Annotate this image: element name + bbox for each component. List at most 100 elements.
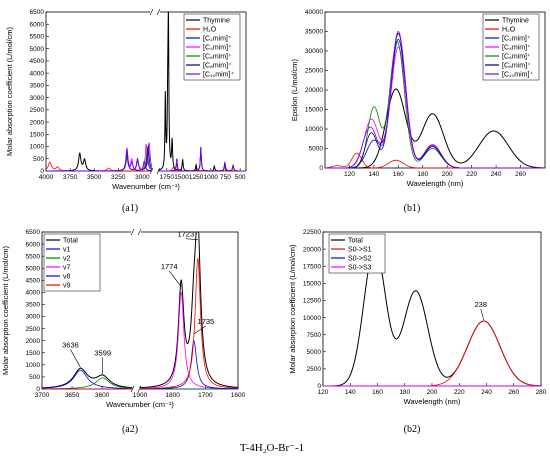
x-axis-label: Wavenumber (cm⁻¹) xyxy=(112,182,180,191)
legend-label: [C₁₀mim]⁺ xyxy=(502,72,533,79)
y-tick-label: 3000 xyxy=(26,314,41,321)
annotation-label: 1774 xyxy=(161,262,178,271)
panel-label-a2: (a2) xyxy=(122,424,138,435)
legend-label: H₂O xyxy=(502,27,516,34)
annotation-label: 1723 xyxy=(177,230,194,239)
x-tick-label: 200 xyxy=(427,389,438,396)
y-tick-label: 5500 xyxy=(30,34,45,41)
annotation-label: 238 xyxy=(475,300,488,309)
legend-label: Total xyxy=(63,238,78,245)
y-tick-label: 15000 xyxy=(303,281,321,288)
x-tick-label: 220 xyxy=(454,389,465,396)
annotation-arrow xyxy=(193,325,207,335)
legend-label: S0->S2 xyxy=(348,256,372,263)
y-tick-label: 5500 xyxy=(26,253,41,260)
x-tick-label: 1000 xyxy=(204,174,219,181)
x-tick-label: 3250 xyxy=(111,174,126,181)
x-tick-label: 3650 xyxy=(65,392,80,399)
y-tick-label: 10000 xyxy=(303,315,321,322)
y-tick-label: 0 xyxy=(40,168,44,175)
legend-label: Thymine xyxy=(502,18,529,25)
legend-label: [C₈mim]⁺ xyxy=(502,63,531,70)
chart-panel-a2: 0 500 1000 1500 2000 2500 3000 3500 4000 4500 5000… xyxy=(1,228,246,409)
legend-label: [C₆mim]⁺ xyxy=(502,54,531,61)
x-tick-label: 200 xyxy=(442,171,453,178)
legend-label: [C₂mim]⁺ xyxy=(502,36,531,43)
y-tick-label: 6500 xyxy=(30,9,45,16)
legend-label: [C₁₀mim]⁺ xyxy=(203,72,234,79)
x-axis-label: Wavenumber (cm⁻¹) xyxy=(106,400,174,409)
axis-break-mark xyxy=(130,228,135,236)
axis-break-gap-bottom xyxy=(131,386,142,392)
chart-panel-b1: 0 5000 10000 15000 20000 25000 30000 35000 40000… xyxy=(290,9,546,188)
axis-break-mark xyxy=(130,385,135,393)
annotation-arrow xyxy=(168,270,182,287)
y-tick-label: 2500 xyxy=(30,107,45,114)
x-tick-label: 140 xyxy=(345,389,356,396)
x-tick-label: 240 xyxy=(481,389,492,396)
y-axis-label: Molar absorption coefficient (L/mol/cm) xyxy=(1,245,10,375)
y-tick-label: 4000 xyxy=(26,290,41,297)
x-tick-label: 3000 xyxy=(135,174,150,181)
y-tick-label: 0 xyxy=(36,386,40,393)
x-axis-label: Wavelength (nm) xyxy=(404,397,461,406)
x-tick-label: 4000 xyxy=(39,174,54,181)
series-line-1 xyxy=(46,152,152,172)
x-tick-label: 140 xyxy=(368,171,379,178)
series-line-1 xyxy=(41,367,133,389)
x-tick-label: 3600 xyxy=(95,392,110,399)
y-tick-label: 4500 xyxy=(30,58,45,65)
axis-break-mark xyxy=(137,385,142,393)
x-tick-label: 260 xyxy=(515,171,526,178)
y-tick-label: 10000 xyxy=(305,126,323,133)
axis-break-gap-top xyxy=(150,9,160,15)
legend-label: Thymine xyxy=(203,18,230,25)
legend-label: v7 xyxy=(63,265,71,272)
series-line-2 xyxy=(323,320,542,387)
legend-label: [C₄mim]⁺ xyxy=(203,45,232,52)
legend-label: H₂O xyxy=(203,27,217,34)
panel-label-a1: (a1) xyxy=(122,203,138,214)
x-tick-label: 240 xyxy=(491,171,502,178)
x-tick-label: 280 xyxy=(536,389,547,396)
chart-panel-a1: 0 500 1000 1500 2000 2500 3000 3500 4000 4500 5000… xyxy=(5,8,247,191)
y-tick-label: 20000 xyxy=(303,246,321,253)
x-tick-label: 1500 xyxy=(174,174,189,181)
x-tick-label: 260 xyxy=(508,389,519,396)
x-tick-label: 1900 xyxy=(133,392,148,399)
y-axis-label: Molar absorption coefficient (L/mol/cm) xyxy=(5,26,14,156)
annotation-arrow xyxy=(480,308,485,321)
y-tick-label: 5000 xyxy=(26,265,41,272)
y-tick-label: 30000 xyxy=(305,48,323,55)
series-line-7 xyxy=(325,30,545,169)
legend-box xyxy=(43,233,101,292)
y-tick-label: 12500 xyxy=(303,298,321,305)
chart-panel-b2: 0 2500 5000 7500 10000 12500 15000 17500 20000 22… xyxy=(288,229,547,406)
x-tick-label: 220 xyxy=(466,171,477,178)
y-tick-label: 2500 xyxy=(307,366,322,373)
y-tick-label: 5000 xyxy=(307,349,322,356)
y-tick-label: 1000 xyxy=(26,362,41,369)
x-axis-label: Wavelength (nm) xyxy=(407,179,464,188)
x-tick-label: 1600 xyxy=(231,392,246,399)
x-tick-label: 750 xyxy=(220,174,231,181)
x-tick-label: 1700 xyxy=(198,392,213,399)
y-tick-label: 2000 xyxy=(30,119,45,126)
x-tick-label: 500 xyxy=(235,174,246,181)
legend-label: [C₆mim]⁺ xyxy=(203,54,232,61)
y-tick-label: 500 xyxy=(29,374,40,381)
legend-label: v8 xyxy=(63,274,71,281)
annotation-arrow xyxy=(185,238,198,240)
series-line-2 xyxy=(41,369,133,389)
y-tick-label: 7500 xyxy=(307,332,322,339)
y-tick-label: 2500 xyxy=(26,326,41,333)
legend-label: [C₂mim]⁺ xyxy=(203,36,232,43)
y-axis-label: Molar absorption coefficient (L/mol/cm) xyxy=(288,244,297,374)
x-tick-label: 120 xyxy=(318,389,329,396)
legend-label: v2 xyxy=(63,256,71,263)
y-tick-label: 5000 xyxy=(30,46,45,53)
y-tick-label: 1500 xyxy=(30,132,45,139)
series-line-1 xyxy=(325,88,546,169)
y-tick-label: 3500 xyxy=(26,302,41,309)
